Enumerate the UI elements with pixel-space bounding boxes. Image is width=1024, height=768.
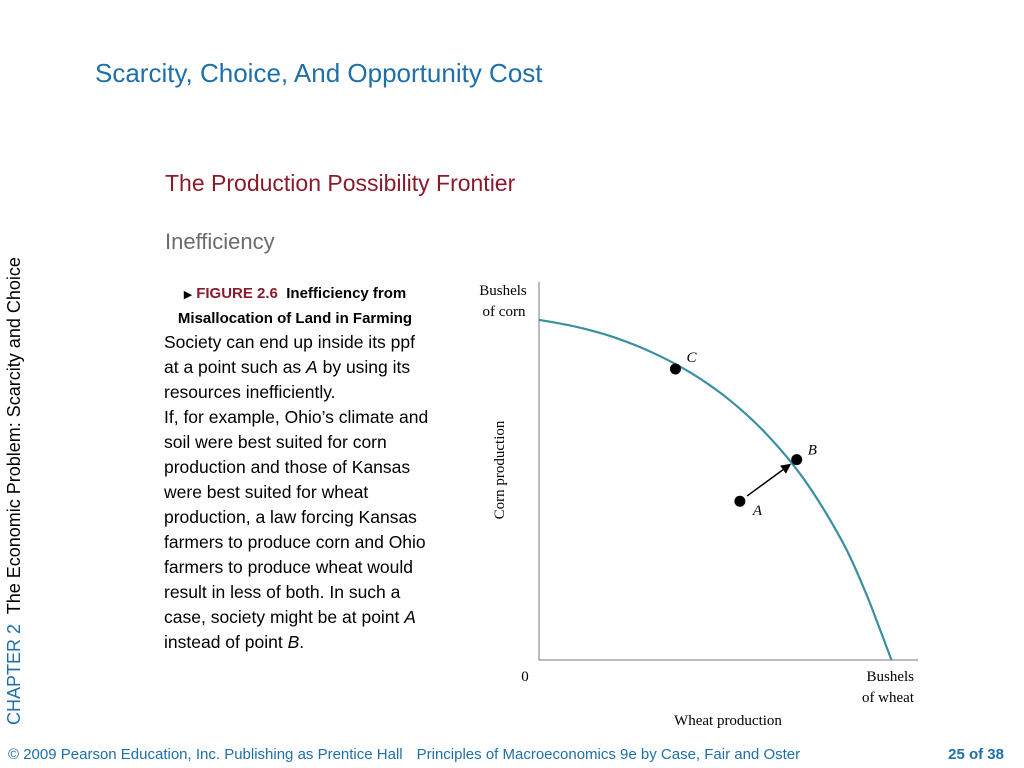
section-title: The Production Possibility Frontier — [165, 170, 516, 196]
footer-book: Principles of Macroeconomics 9e by Case,… — [416, 746, 801, 763]
page-number: 25 of 38 — [948, 746, 1004, 763]
x-axis-title: Wheat production — [674, 713, 782, 729]
triangle-marker-icon: ▶ — [183, 289, 193, 301]
point-label-b: B — [808, 443, 817, 459]
description-paragraph-2: If, for example, Ohio’s climate and soil… — [164, 407, 429, 652]
point-c — [669, 363, 681, 375]
point-a — [734, 495, 746, 507]
ppf-chart: Bushels of corn Corn production 0 Bushel… — [479, 282, 918, 729]
chapter-title: The Economic Problem: Scarcity and Choic… — [4, 257, 24, 615]
ppf-curve — [538, 318, 893, 661]
x-axis-end-label-line2: of wheat — [862, 690, 915, 706]
y-axis-title: Corn production — [492, 420, 508, 519]
subsection-title: Inefficiency — [165, 229, 275, 254]
figure-caption-title: Inefficiency from Misallocation of Land … — [177, 285, 413, 327]
x-axis-end-label-line1: Bushels — [866, 669, 914, 685]
description-paragraph-1: Society can end up inside its ppf at a p… — [164, 332, 415, 402]
chapter-side-label: CHAPTER 2 The Economic Problem: Scarcity… — [4, 257, 25, 725]
point-label-c: C — [686, 350, 697, 366]
slide-title: Scarcity, Choice, And Opportunity Cost — [95, 58, 543, 88]
figure-number: FIGURE 2.6 — [196, 285, 278, 302]
chapter-number: CHAPTER 2 — [4, 623, 24, 725]
y-axis-top-label-line1: Bushels — [479, 283, 527, 299]
arrow-a-to-b — [746, 463, 792, 497]
figure-caption: ▶ FIGURE 2.6 Inefficiency from Misallocat… — [150, 282, 440, 330]
origin-label: 0 — [521, 669, 529, 685]
footer-copyright: © 2009 Pearson Education, Inc. Publishin… — [8, 746, 403, 763]
point-label-a: A — [752, 503, 763, 519]
figure-description: Society can end up inside its ppf at a p… — [164, 330, 434, 655]
y-axis-top-label-line2: of corn — [483, 304, 526, 320]
footer: © 2009 Pearson Education, Inc. Publishin… — [8, 746, 800, 763]
point-b — [791, 454, 803, 466]
plot-layer: C B A — [538, 318, 893, 661]
